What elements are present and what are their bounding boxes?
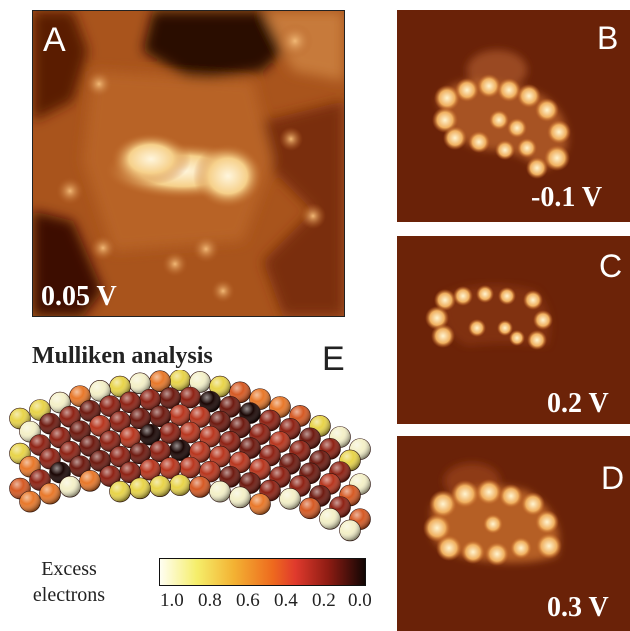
- legend-line-excess: Excess: [41, 558, 97, 580]
- atom-ball: [119, 426, 141, 449]
- atom-ball: [209, 375, 231, 398]
- atom-ball: [199, 425, 221, 448]
- atom-ball: [79, 435, 101, 457]
- atom-ball: [139, 423, 161, 446]
- atom-ball: [189, 371, 211, 393]
- mulliken-atom-model: [9, 370, 371, 542]
- atom-ball: [79, 470, 101, 492]
- atom-ball: [89, 414, 111, 437]
- atom-ball: [199, 460, 221, 483]
- atom-ball: [149, 370, 171, 392]
- atom-ball: [99, 395, 121, 417]
- atom-ball: [109, 410, 131, 433]
- atom-ball: [149, 475, 171, 497]
- atom-ball: [109, 480, 131, 503]
- atom-ball: [149, 405, 171, 428]
- atom-ball: [129, 477, 151, 500]
- atom-ball: [169, 404, 191, 426]
- atom-ball: [59, 475, 81, 498]
- atom-ball: [109, 375, 131, 398]
- atom-ball: [169, 474, 191, 496]
- atom-ball: [119, 391, 141, 414]
- atom-ball: [139, 388, 161, 411]
- atom-ball: [109, 445, 131, 468]
- colorbar-tick: 0.2: [312, 590, 336, 611]
- voltage-label-b: -0.1 V: [531, 182, 603, 213]
- atom-ball: [19, 490, 41, 513]
- atom-ball: [299, 497, 321, 520]
- mulliken-title: Mulliken analysis: [32, 343, 213, 369]
- panel-letter-c: C: [599, 248, 623, 284]
- atom-ball: [79, 400, 101, 422]
- atom-ball: [129, 442, 151, 465]
- colorbar-legend-label: Excess electrons: [14, 556, 124, 608]
- excess-electrons-colorbar: [159, 558, 366, 586]
- atom-ball: [319, 508, 341, 530]
- atom-ball: [209, 480, 231, 503]
- atom-ball: [179, 386, 201, 409]
- voltage-label-c: 0.2 V: [547, 388, 609, 419]
- voltage-label-d: 0.3 V: [547, 592, 609, 623]
- atom-ball: [39, 482, 61, 505]
- stm-panel-c: C 0.2 V: [397, 236, 630, 424]
- colorbar-tick: 0.4: [274, 590, 298, 611]
- voltage-label-a: 0.05 V: [41, 281, 117, 312]
- stm-panel-d: D 0.3 V: [397, 436, 630, 631]
- atom-ball: [189, 406, 211, 428]
- atom-ball: [199, 390, 221, 413]
- atom-ball: [339, 519, 361, 542]
- legend-line-electrons: electrons: [32, 584, 106, 606]
- panel-letter-e: E: [322, 340, 345, 378]
- atom-ball: [139, 458, 161, 481]
- atom-ball: [249, 493, 271, 515]
- atom-ball: [129, 372, 151, 395]
- colorbar-tick: 0.8: [198, 590, 222, 611]
- atom-ball: [159, 457, 181, 479]
- atom-ball: [169, 439, 191, 461]
- panel-letter-b: B: [597, 20, 619, 56]
- colorbar-tick: 0.0: [348, 590, 372, 611]
- stm-panel-a: A 0.05 V: [32, 10, 345, 317]
- atom-ball: [279, 488, 301, 510]
- panel-letter-d: D: [601, 460, 625, 496]
- atom-ball: [89, 450, 111, 472]
- atom-ball: [159, 422, 181, 444]
- panel-letter-a: A: [43, 21, 66, 59]
- atom-ball: [149, 440, 171, 462]
- atom-ball: [119, 461, 141, 484]
- atom-ball: [159, 387, 181, 409]
- stm-panel-b: B -0.1 V: [397, 10, 630, 222]
- atom-ball: [99, 465, 121, 487]
- colorbar-tick: 0.6: [236, 590, 260, 611]
- atom-ball: [209, 410, 231, 433]
- atom-ball: [89, 379, 111, 402]
- atom-ball: [189, 476, 211, 498]
- atom-ball: [229, 486, 251, 509]
- atom-ball: [99, 430, 121, 452]
- atom-ball: [209, 445, 231, 468]
- colorbar-tick: 1.0: [160, 590, 184, 611]
